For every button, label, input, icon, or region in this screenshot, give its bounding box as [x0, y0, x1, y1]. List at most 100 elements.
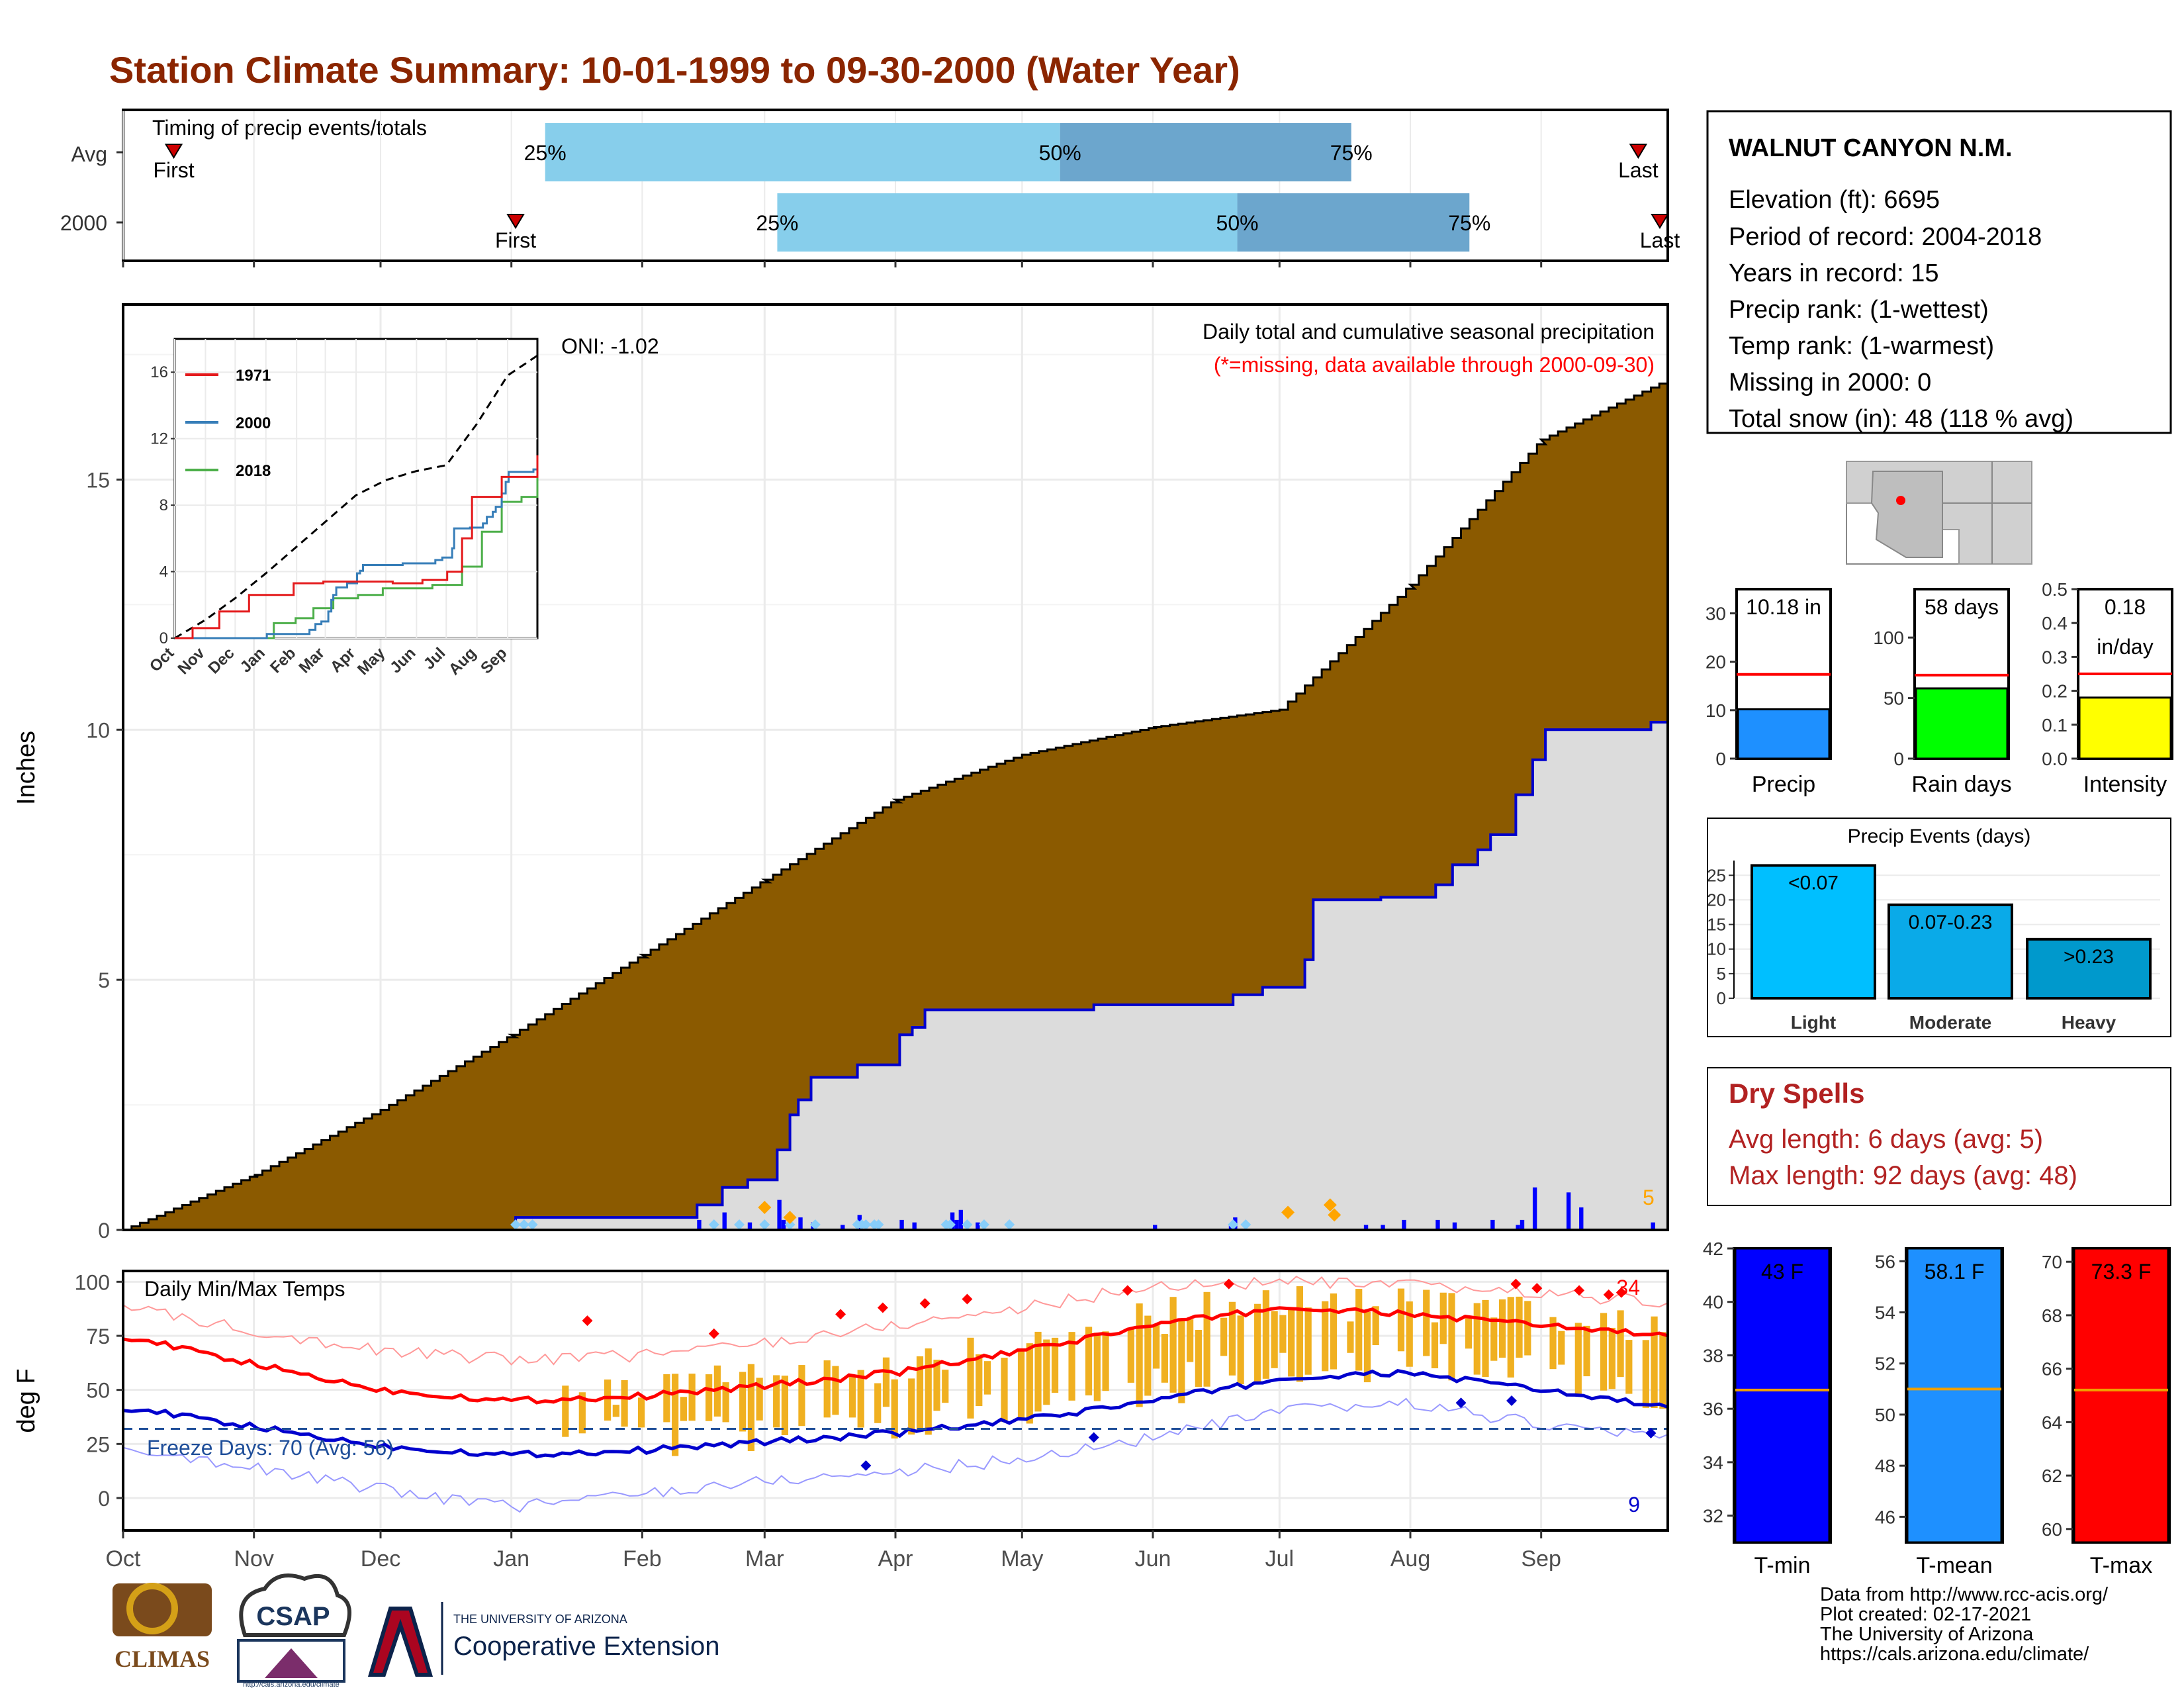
station-name: WALNUT CANYON N.M. — [1729, 134, 2013, 162]
credits: Data from http://www.rcc-acis.org/ Plot … — [1820, 1584, 2109, 1665]
temp-range-bar — [1271, 1311, 1278, 1368]
snow-day-marker — [510, 1219, 522, 1230]
timing-bar-q2 — [545, 123, 1060, 181]
temp-lines — [122, 1276, 1668, 1513]
month-x-axis: Oct Nov Dec Jan Feb Mar Apr May Jun Jul Aug Sep — [106, 1530, 1561, 1571]
hot-days-count: 34 — [1616, 1276, 1640, 1299]
climas-logo-text: CLIMAS — [114, 1646, 210, 1672]
csap-logo: CSAP http://cals.arizona.edu/climate — [237, 1573, 351, 1688]
first-event-marker — [164, 144, 183, 159]
temp-range-bar — [722, 1382, 729, 1423]
events-bar — [2026, 937, 2152, 1000]
temp-gauge-bar — [1906, 1247, 2003, 1544]
credit-line: The University of Arizona — [1820, 1624, 2034, 1645]
temp-range-bar — [663, 1374, 670, 1423]
timing-label-75: 75% — [1330, 141, 1373, 165]
temp-range-bar — [1178, 1319, 1185, 1403]
temp-range-bar — [832, 1366, 839, 1415]
gauge-tick-label: 0.3 — [2042, 647, 2068, 667]
temp-range-bar — [1363, 1311, 1371, 1383]
temp-range-bar — [672, 1374, 679, 1456]
inset-legend-label: 2018 — [236, 462, 271, 480]
temp-range-bar — [1473, 1303, 1480, 1375]
first-event-label: First — [153, 158, 194, 182]
snow-day-count: 5 — [1643, 1186, 1655, 1209]
gauge-value-label: 58 days — [1925, 595, 1999, 619]
gauge-tick-label: 20 — [1706, 652, 1726, 673]
timing-bar-q3 — [1237, 193, 1470, 252]
events-title: Precip Events (days) — [1848, 825, 2031, 847]
month-tick-label: May — [1001, 1546, 1043, 1571]
temp-range-bar — [933, 1360, 940, 1411]
precip-y-tick-label: 0 — [98, 1219, 110, 1243]
current-year-line — [123, 721, 1668, 1231]
temp-range-bar — [1465, 1317, 1473, 1349]
temp-range-bar — [578, 1392, 586, 1434]
temp-range-bar — [1001, 1358, 1008, 1423]
inset-y-tick-label: 4 — [159, 563, 168, 581]
hot-day-marker — [708, 1328, 719, 1339]
temp-gauge-tick-label: 36 — [1703, 1399, 1723, 1419]
gauge-tick-label: 0 — [1715, 749, 1726, 769]
gauge-tick-label: 0.5 — [2042, 579, 2068, 600]
hot-day-marker — [1615, 1287, 1627, 1298]
temp-range-bar — [1516, 1296, 1523, 1358]
inset-legend-label: 2000 — [236, 414, 271, 432]
daily-precip-bar — [1381, 1225, 1385, 1230]
snowfall-marker — [1281, 1205, 1295, 1219]
average-max-line — [122, 1306, 1668, 1405]
climas-logo: CLIMAS — [113, 1583, 212, 1672]
temp-range-bar — [1228, 1301, 1236, 1376]
daily-precip-bar — [777, 1199, 782, 1230]
events-category-label: Heavy — [2062, 1012, 2116, 1033]
snow-day-marker — [860, 1219, 872, 1230]
gauge-tick-label: 0.0 — [2042, 749, 2068, 769]
record-max-line — [122, 1276, 1668, 1366]
temp-gauge-value-label: 73.3 F — [2091, 1260, 2152, 1284]
events-tick-label: 25 — [1707, 865, 1726, 885]
month-tick-label: Apr — [878, 1546, 913, 1571]
events-bar-label: 0.07-0.23 — [1909, 912, 1993, 933]
gauge-title: Intensity — [2083, 772, 2167, 797]
temp-gauge-tick-label: 34 — [1703, 1452, 1723, 1473]
daily-precip-bar — [958, 1209, 964, 1230]
temp-range-bar — [1169, 1297, 1177, 1393]
gauge-value-bar — [1915, 687, 2009, 760]
mountain-icon — [265, 1648, 318, 1678]
temp-range-bar — [1642, 1340, 1649, 1408]
timing-label-25: 25% — [524, 141, 567, 165]
daily-precip-bar — [1363, 1225, 1369, 1230]
temp-range-bar — [1482, 1299, 1489, 1378]
gauge-value-bar — [1737, 708, 1831, 760]
dry-spells-box: Dry Spells Avg length: 6 days (avg: 5) M… — [1707, 1067, 2171, 1206]
temp-range-bar — [621, 1380, 628, 1427]
cold-day-marker — [1455, 1397, 1467, 1409]
month-tick-label: Dec — [361, 1546, 400, 1571]
inset-line-1971 — [175, 455, 539, 639]
inset-line-2000 — [175, 468, 539, 639]
temp-range-bar — [1017, 1349, 1025, 1420]
temp-range-bar — [1085, 1327, 1093, 1395]
temp-range-bar — [1423, 1289, 1430, 1356]
temp-y-tick-label: 75 — [86, 1325, 110, 1348]
daily-precip-bar — [1153, 1225, 1158, 1230]
page-title: Station Climate Summary: 10-01-1999 to 0… — [109, 49, 1240, 91]
temp-gauge-tick-label: 62 — [2042, 1466, 2062, 1486]
gauge-title: Precip — [1752, 772, 1815, 797]
gauge-tick-label: 0.1 — [2042, 715, 2068, 735]
snowfall-marker — [783, 1211, 797, 1225]
cloud-icon — [239, 1573, 351, 1637]
hot-day-marker — [835, 1309, 846, 1320]
footer-logos: CLIMAS CSAP http://cals.arizona.edu/clim… — [113, 1573, 719, 1688]
temp-range-bar — [1153, 1324, 1160, 1369]
temp-gauge-tick-label: 46 — [1875, 1507, 1895, 1527]
timing-label-25: 25% — [756, 211, 798, 235]
inset-y-tick-label: 12 — [150, 430, 168, 448]
average-min-line — [122, 1369, 1668, 1459]
temp-range-bar — [1144, 1315, 1152, 1396]
csap-logo-text: CSAP — [256, 1602, 330, 1631]
snow-day-marker — [1240, 1219, 1251, 1230]
temp-range-bar — [1043, 1339, 1050, 1405]
events-category-label: Moderate — [1909, 1012, 1991, 1033]
station-line-snow: Total snow (in): 48 (118 % avg) — [1729, 405, 2073, 433]
